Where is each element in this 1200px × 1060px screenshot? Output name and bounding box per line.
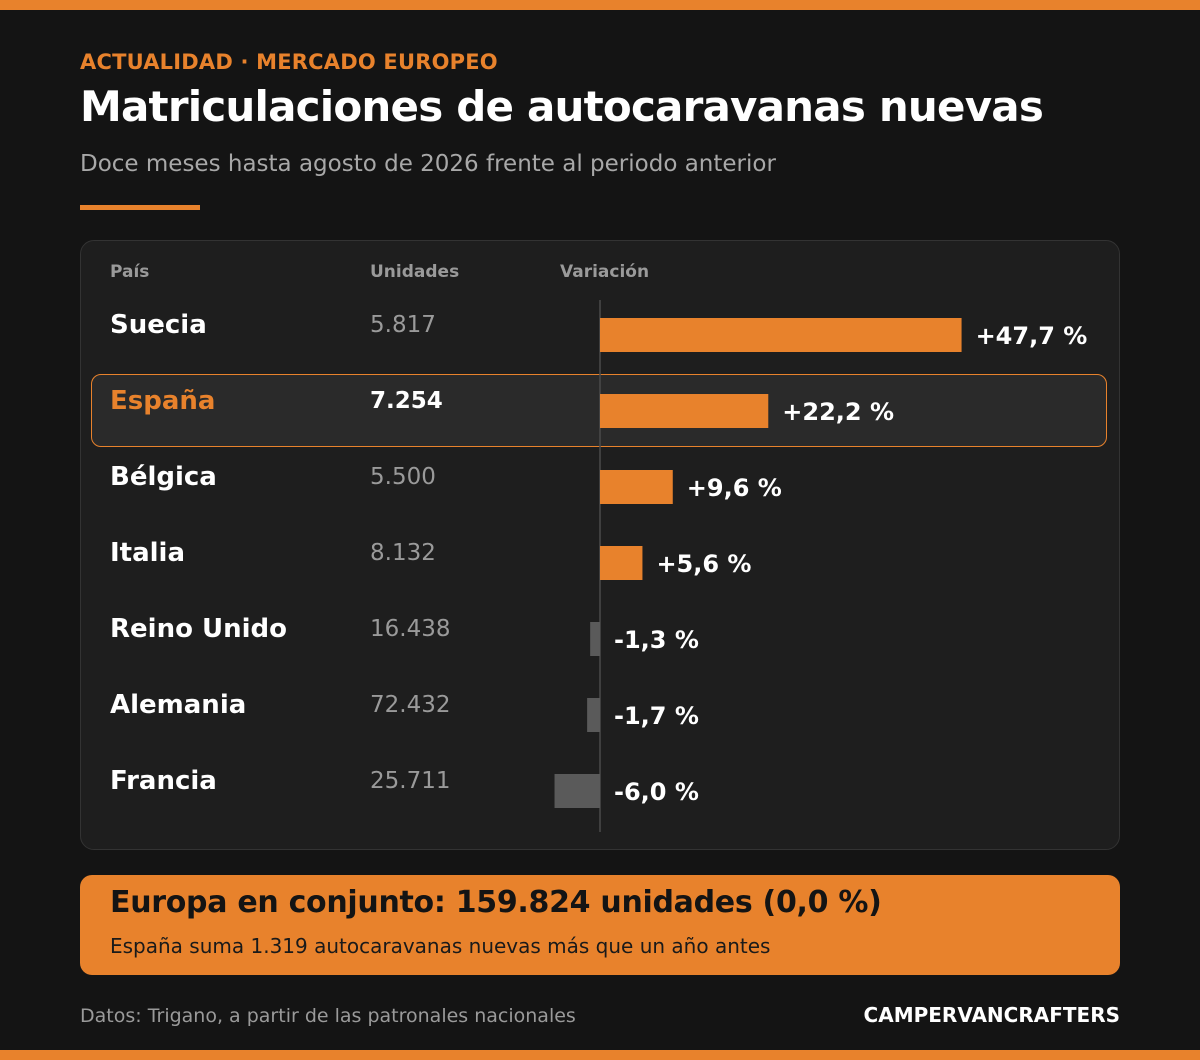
country-label: Italia xyxy=(110,538,186,568)
units-value: 5.500 xyxy=(370,464,436,490)
variation-label: -1,7 % xyxy=(614,702,699,730)
title-underline xyxy=(80,205,200,210)
bottom-accent-bar xyxy=(0,1050,1200,1060)
units-value: 5.817 xyxy=(370,312,436,338)
summary-headline: Europa en conjunto: 159.824 unidades (0,… xyxy=(110,885,882,920)
country-label: Bélgica xyxy=(110,462,217,492)
country-label: Alemania xyxy=(110,690,247,720)
variation-label: +22,2 % xyxy=(782,398,894,426)
section-kicker: ACTUALIDAD · MERCADO EUROPEO xyxy=(80,50,498,74)
country-label: España xyxy=(110,386,216,416)
units-value: 72.432 xyxy=(370,692,451,718)
variation-bar xyxy=(600,318,962,352)
brand-logo: CAMPERVANCRAFTERS xyxy=(863,1003,1120,1027)
summary-box xyxy=(80,875,1120,975)
variation-bar xyxy=(587,698,600,732)
page-title: Matriculaciones de autocaravanas nuevas xyxy=(80,82,1044,131)
units-value: 8.132 xyxy=(370,540,436,566)
column-header-change: Variación xyxy=(560,262,650,282)
variation-label: +9,6 % xyxy=(687,474,782,502)
variation-bar xyxy=(554,774,600,808)
page-subtitle: Doce meses hasta agosto de 2026 frente a… xyxy=(80,151,776,177)
top-accent-bar xyxy=(0,0,1200,10)
variation-bar xyxy=(600,470,673,504)
country-label: Reino Unido xyxy=(110,614,287,644)
country-label: Suecia xyxy=(110,310,207,340)
column-header-country: País xyxy=(110,262,150,282)
highlight-row-spain xyxy=(91,374,1107,447)
units-value: 7.254 xyxy=(370,388,443,414)
variation-bar xyxy=(600,546,643,580)
summary-detail: España suma 1.319 autocaravanas nuevas m… xyxy=(110,934,771,958)
variation-label: +47,7 % xyxy=(976,322,1088,350)
variation-bar xyxy=(600,394,769,428)
variation-bar xyxy=(590,622,600,656)
country-label: Francia xyxy=(110,766,217,796)
units-value: 16.438 xyxy=(370,616,451,642)
variation-label: -6,0 % xyxy=(614,778,699,806)
column-header-units: Unidades xyxy=(370,262,460,282)
variation-label: -1,3 % xyxy=(614,626,699,654)
units-value: 25.711 xyxy=(370,768,451,794)
source-note: Datos: Trigano, a partir de las patronal… xyxy=(80,1005,576,1027)
variation-label: +5,6 % xyxy=(656,550,751,578)
